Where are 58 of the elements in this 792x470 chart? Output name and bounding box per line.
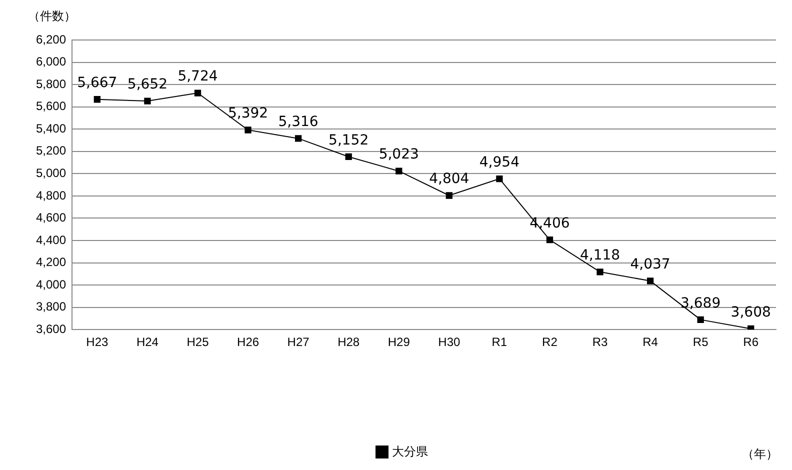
- point: [646, 278, 654, 284]
- x-tick-label: H30: [438, 335, 460, 350]
- y-tick-label: 4,400: [36, 232, 66, 247]
- y-tick-label: 3,600: [36, 322, 66, 336]
- y-tick-label: 4,000: [36, 277, 66, 292]
- point: [496, 175, 503, 182]
- y-tick-label: 5,600: [36, 99, 66, 114]
- x-tick-label: H29: [388, 335, 410, 350]
- data-label: 5,392: [228, 106, 268, 122]
- y-tick-label: 6,200: [36, 32, 66, 46]
- data-label: 4,954: [479, 154, 520, 170]
- point: [396, 168, 402, 174]
- data-label: 5,724: [178, 68, 218, 85]
- x-tick-label: H24: [136, 335, 159, 350]
- point: [546, 236, 554, 244]
- x-tick-label: H26: [237, 335, 260, 350]
- data-label: 5,652: [127, 76, 168, 93]
- y-tick-label: 4,800: [36, 188, 66, 202]
- x-tick-label: R4: [642, 335, 658, 350]
- legend-label: 大分県: [392, 444, 428, 458]
- point: [697, 316, 704, 324]
- text: （年）: [742, 446, 778, 463]
- x-tick-label: R6: [743, 335, 759, 350]
- x-tick-label: H28: [338, 335, 360, 350]
- data-label: 5,152: [328, 132, 369, 148]
- y-tick-label: 3,800: [36, 300, 66, 314]
- x-tick-label: R3: [592, 335, 608, 350]
- point: [596, 268, 604, 276]
- point: [244, 126, 252, 134]
- y-tick-label: 5,000: [36, 166, 66, 180]
- data-label: 3,608: [730, 304, 771, 320]
- x-tick-label: H23: [86, 335, 109, 350]
- y-tick-label: 5,800: [36, 76, 66, 91]
- data-label: 5,667: [77, 75, 118, 92]
- y-tick-label: 4,600: [36, 210, 66, 225]
- point: [748, 325, 754, 330]
- point: [144, 98, 151, 104]
- point: [294, 135, 302, 142]
- y-tick-label: 6,000: [36, 54, 66, 69]
- y-tick-label: 5,400: [36, 121, 66, 136]
- y-tick-label: 4,200: [36, 255, 66, 270]
- x-tick-label: H27: [287, 335, 310, 350]
- point: [94, 96, 100, 103]
- data-label: 4,118: [580, 248, 620, 264]
- y-axis-title: （件数）: [28, 8, 76, 25]
- point: [194, 90, 202, 96]
- data-label: 3,689: [680, 295, 721, 312]
- data-label: 4,037: [630, 256, 670, 273]
- data-label: 5,023: [378, 146, 419, 163]
- data-label: 5,316: [278, 114, 318, 130]
- point: [345, 153, 352, 160]
- data-label: 4,804: [429, 171, 470, 188]
- x-tick-label: R1: [492, 335, 508, 350]
- point: [446, 192, 452, 199]
- x-tick-label: H25: [186, 335, 210, 350]
- y-tick-label: 5,200: [36, 144, 66, 158]
- x-tick-label: R5: [692, 335, 709, 350]
- x-tick-label: R2: [542, 335, 558, 350]
